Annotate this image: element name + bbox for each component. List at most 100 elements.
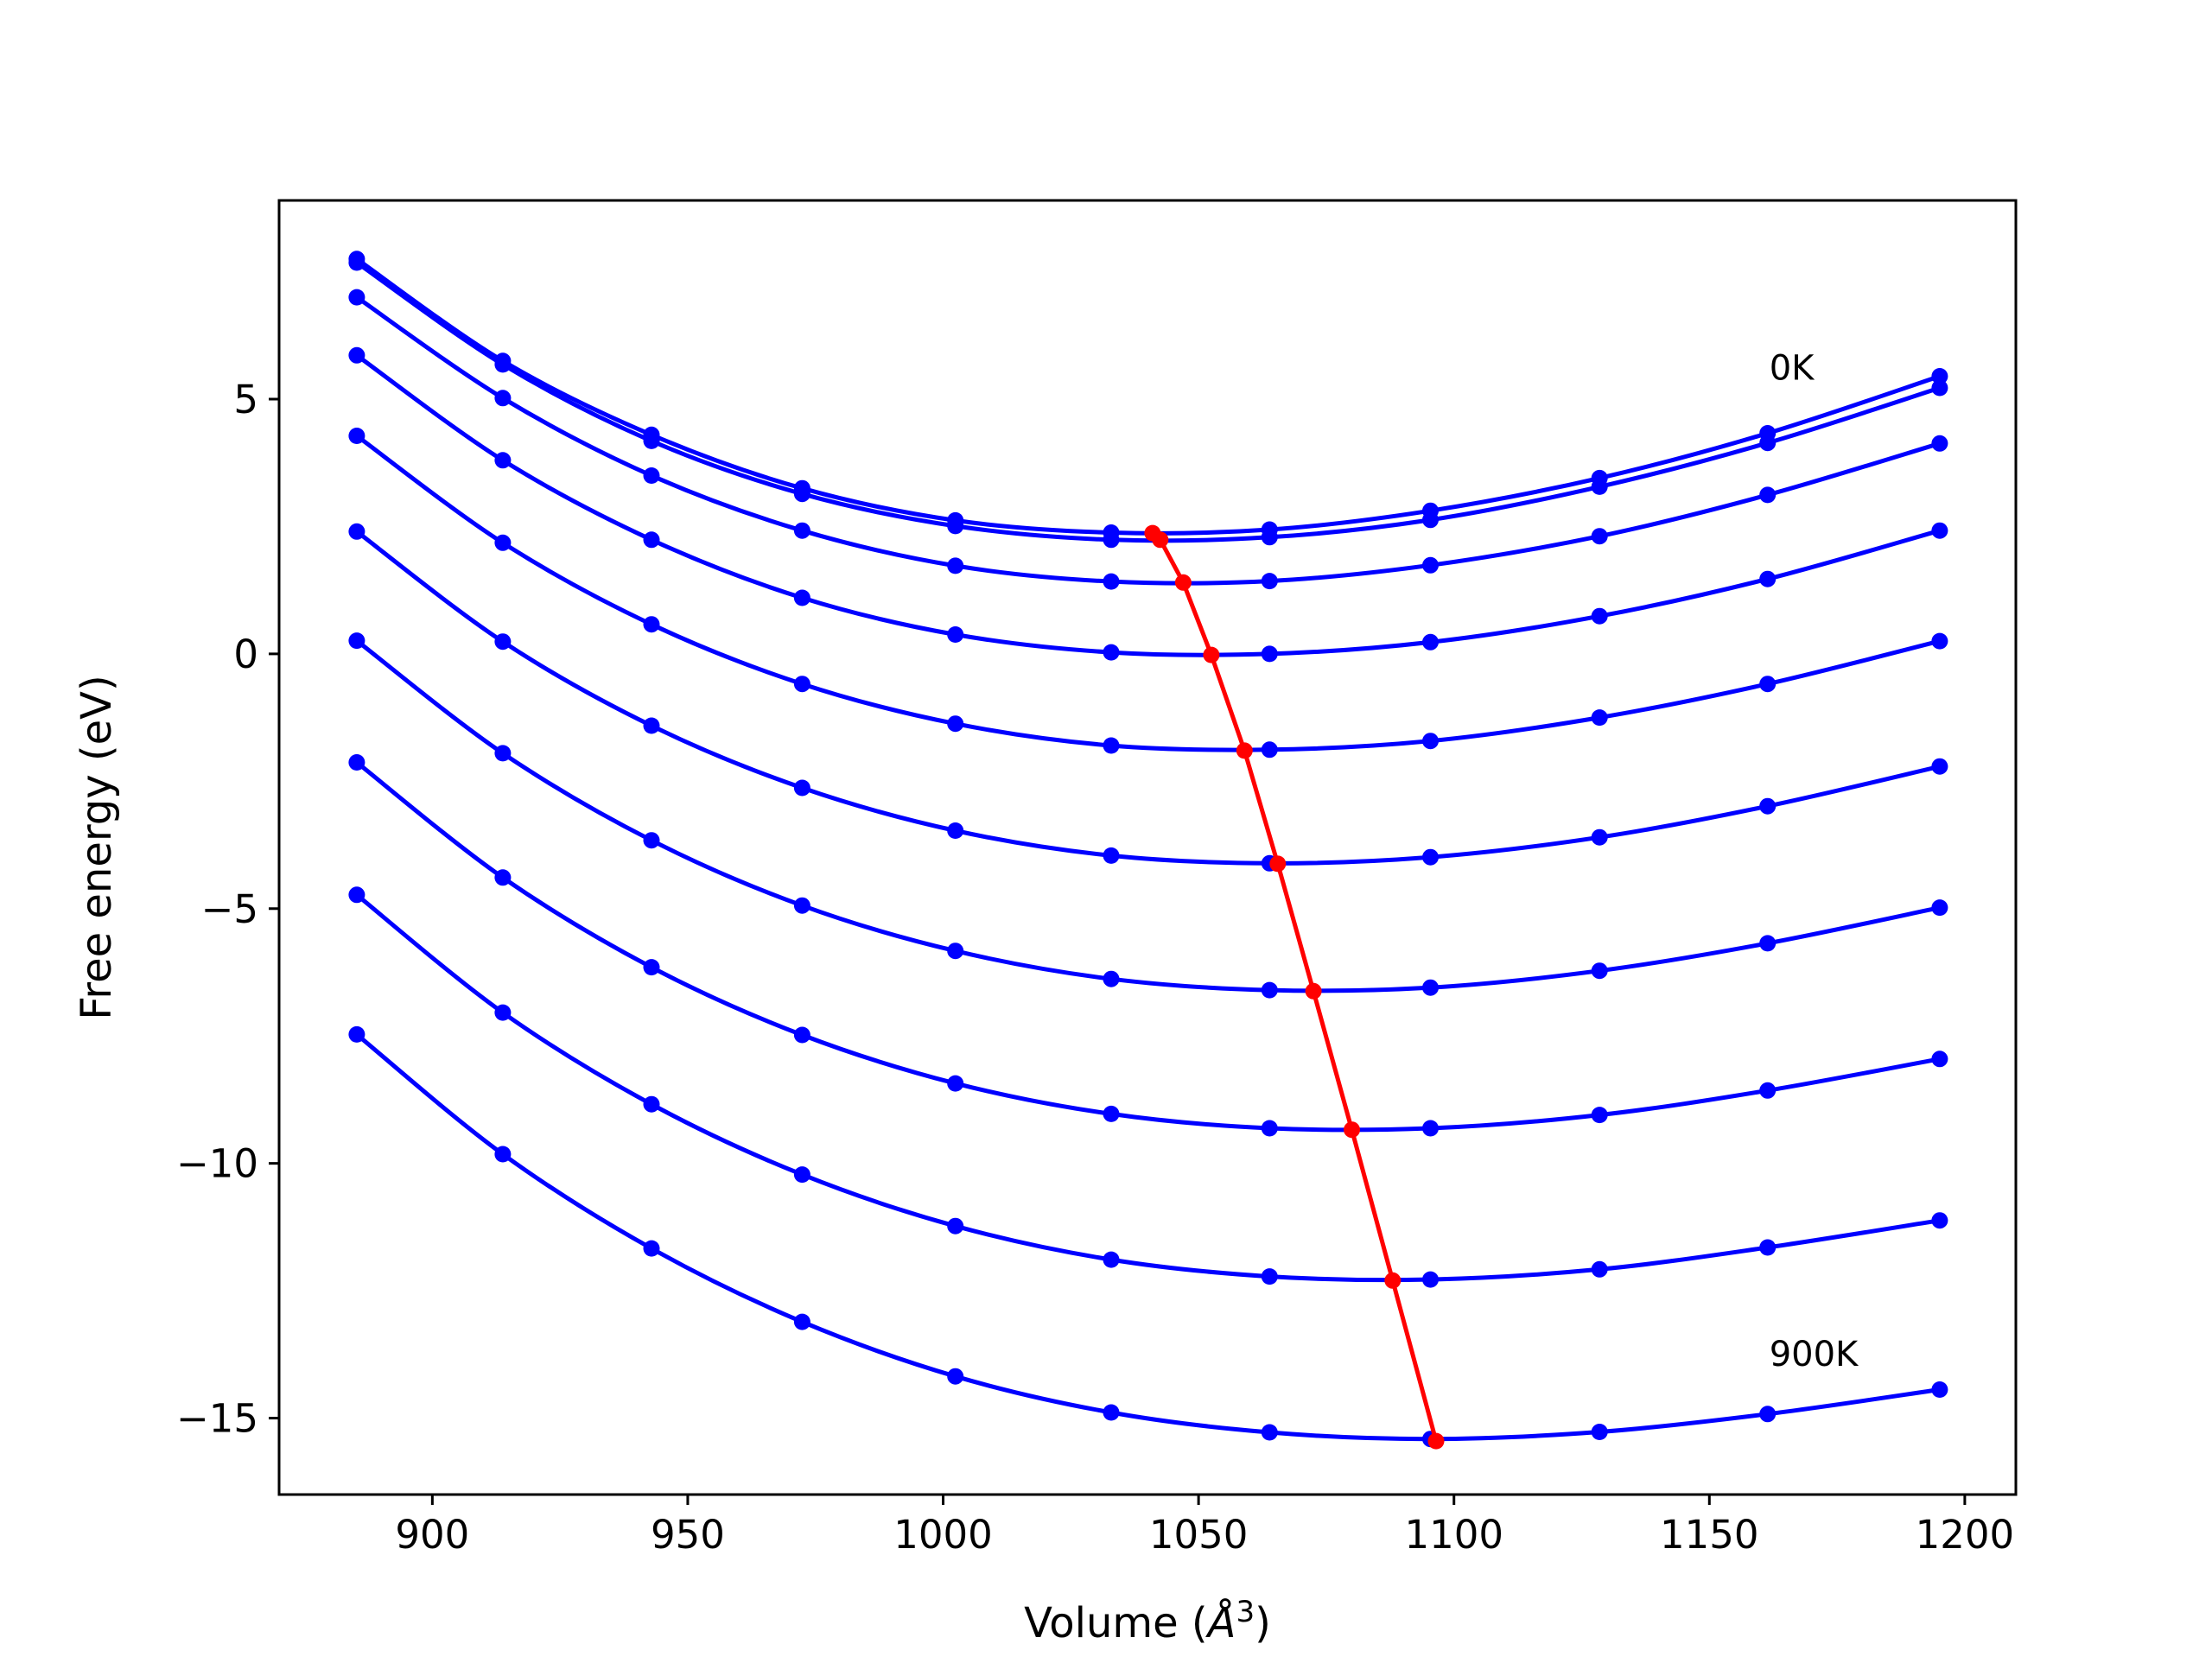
y-axis-ticks: −15 −10 −5 0 5 <box>176 377 279 1442</box>
series-point-4-6 <box>1261 741 1278 759</box>
series-point-6-6 <box>1261 981 1278 999</box>
x-tick-label: 1150 <box>1660 1512 1759 1558</box>
series-point-5-8 <box>1591 828 1608 846</box>
series-point-8-2 <box>643 1095 660 1113</box>
series-point-8-7 <box>1422 1271 1439 1288</box>
series-point-3-1 <box>494 452 512 469</box>
series-point-4-9 <box>1759 676 1777 693</box>
series-point-6-10 <box>1931 899 1948 917</box>
series-point-7-7 <box>1422 1120 1439 1137</box>
series-point-1-8 <box>1591 478 1608 495</box>
series-point-2-1 <box>494 390 512 407</box>
x-axis-label-close: ) <box>1255 1599 1271 1647</box>
series-point-9-0 <box>348 1025 365 1043</box>
series-point-5-10 <box>1931 758 1948 775</box>
series-point-8-10 <box>1931 1212 1948 1229</box>
y-tick-label: −10 <box>176 1141 258 1187</box>
series-point-7-4 <box>947 1075 964 1092</box>
series-point-5-2 <box>643 717 660 734</box>
minima-group <box>1144 524 1445 1450</box>
series-point-9-8 <box>1591 1424 1608 1440</box>
minima-point-7 <box>1344 1121 1360 1139</box>
series-point-7-2 <box>643 959 660 976</box>
annotations: 0K 900K <box>1770 349 1859 1374</box>
series-point-6-8 <box>1591 962 1608 980</box>
series-point-9-6 <box>1261 1424 1278 1441</box>
series-point-6-9 <box>1759 935 1777 952</box>
temperature-annotation: 900K <box>1770 1335 1859 1374</box>
series-point-3-2 <box>643 531 660 549</box>
series-point-3-5 <box>1103 644 1120 661</box>
x-tick-label: 1000 <box>893 1512 993 1558</box>
minima-point-5 <box>1269 855 1287 873</box>
series-point-7-0 <box>348 754 365 771</box>
series-point-8-5 <box>1103 1251 1120 1268</box>
series-point-7-10 <box>1931 1050 1948 1068</box>
series-point-6-2 <box>643 832 660 849</box>
minima-point-6 <box>1305 982 1322 1000</box>
minima-point-8 <box>1384 1272 1402 1289</box>
series-point-8-4 <box>947 1217 964 1235</box>
series-point-3-6 <box>1261 645 1278 663</box>
series-point-1-6 <box>1261 529 1278 546</box>
series-point-2-5 <box>1103 573 1120 590</box>
series-point-2-3 <box>793 522 810 539</box>
series-point-8-6 <box>1261 1268 1278 1285</box>
series-point-4-7 <box>1422 733 1439 750</box>
series-point-8-9 <box>1759 1239 1777 1256</box>
series-point-2-6 <box>1261 573 1278 590</box>
series-point-3-4 <box>947 626 964 643</box>
series-point-2-10 <box>1931 435 1948 452</box>
series-point-4-1 <box>494 534 512 551</box>
series-point-1-10 <box>1931 379 1948 397</box>
minima-point-4 <box>1236 742 1253 759</box>
series-point-2-0 <box>348 289 365 306</box>
series-point-4-2 <box>643 616 660 633</box>
series-point-5-7 <box>1422 848 1439 866</box>
series-point-5-1 <box>494 633 512 651</box>
series-point-5-9 <box>1759 797 1777 815</box>
minima-point-9 <box>1427 1432 1445 1450</box>
series-point-3-0 <box>348 346 365 364</box>
x-tick-label: 900 <box>395 1512 469 1558</box>
series-point-9-3 <box>793 1313 810 1330</box>
y-tick-label: −15 <box>176 1396 258 1442</box>
series-point-5-5 <box>1103 847 1120 864</box>
series-point-6-1 <box>494 745 512 762</box>
minima-point-2 <box>1174 574 1192 591</box>
series-point-6-0 <box>348 632 365 650</box>
series-point-2-7 <box>1422 556 1439 574</box>
series-point-7-3 <box>793 1026 810 1044</box>
series-point-8-3 <box>793 1166 810 1184</box>
y-tick-label: 0 <box>233 632 258 677</box>
series-point-7-1 <box>494 869 512 886</box>
series-point-6-3 <box>793 897 810 914</box>
series-point-9-9 <box>1759 1406 1777 1423</box>
series-point-1-5 <box>1103 531 1120 549</box>
series-point-9-1 <box>494 1146 512 1163</box>
x-axis-label-superscript: 3 <box>1236 1595 1255 1629</box>
series-point-4-8 <box>1591 709 1608 727</box>
series-point-3-9 <box>1759 570 1777 587</box>
series-point-3-3 <box>793 589 810 606</box>
series-point-6-5 <box>1103 970 1120 987</box>
series-point-7-5 <box>1103 1105 1120 1122</box>
series-point-8-8 <box>1591 1260 1608 1278</box>
series-point-1-3 <box>793 486 810 503</box>
series-point-7-9 <box>1759 1082 1777 1099</box>
series-point-3-10 <box>1931 522 1948 539</box>
x-tick-label: 1200 <box>1916 1512 2015 1558</box>
x-tick-label: 1100 <box>1404 1512 1503 1558</box>
minima-line <box>1151 531 1439 1442</box>
x-axis-label-main: Volume ( <box>1024 1599 1208 1647</box>
x-tick-label: 950 <box>651 1512 725 1558</box>
series-point-4-5 <box>1103 737 1120 754</box>
series-point-2-8 <box>1591 528 1608 545</box>
temperature-annotation: 0K <box>1770 349 1815 389</box>
series-point-9-10 <box>1931 1381 1948 1398</box>
series-point-5-3 <box>793 779 810 797</box>
series-point-9-5 <box>1103 1404 1120 1421</box>
